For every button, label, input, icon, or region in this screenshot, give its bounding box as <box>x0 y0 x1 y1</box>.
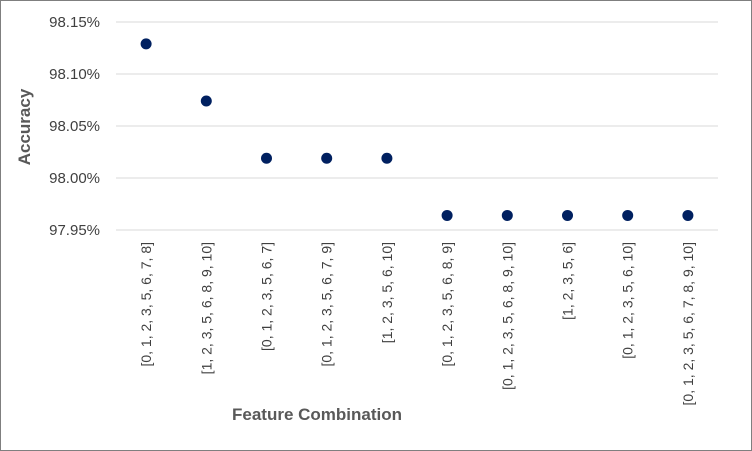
data-point <box>200 95 212 107</box>
data-points <box>140 38 694 221</box>
x-tick-label: [0, 1, 2, 3, 5, 6, 7, 9] <box>319 242 335 367</box>
data-point <box>622 209 634 221</box>
data-point <box>441 209 453 221</box>
data-point <box>682 209 694 221</box>
data-point <box>501 209 513 221</box>
y-tick-label: 98.05% <box>49 118 100 135</box>
data-point <box>321 152 333 164</box>
y-tick-label: 98.00% <box>49 170 100 187</box>
x-tick-label: [1, 2, 3, 5, 6, 8, 9, 10] <box>198 242 214 374</box>
gridlines <box>116 21 718 231</box>
y-tick-label: 98.15% <box>49 14 100 31</box>
data-point <box>562 209 573 221</box>
x-tick-label: [1, 2, 3, 5, 6] <box>560 242 576 320</box>
x-tick-label: [0, 1, 2, 3, 5, 6, 8, 9] <box>439 242 455 367</box>
x-tick-label: [0, 1, 2, 3, 5, 6, 7] <box>259 242 275 351</box>
x-axis-ticks: [0, 1, 2, 3, 5, 6, 7, 8] [1, 2, 3, 5, 6, … <box>138 242 696 405</box>
y-tick-label: 97.95% <box>49 222 100 239</box>
x-tick-label: [0, 1, 2, 3, 5, 6, 8, 9, 10] <box>499 242 515 390</box>
x-tick-label: [0, 1, 2, 3, 5, 6, 7, 8, 9, 10] <box>680 242 696 405</box>
y-tick-label: 98.10% <box>49 66 100 83</box>
y-axis-title: Accuracy <box>15 88 34 165</box>
x-tick-label: [0, 1, 2, 3, 5, 6, 10] <box>620 242 636 359</box>
data-point <box>381 152 393 164</box>
x-axis-title: Feature Combination <box>232 405 402 424</box>
x-tick-label: [0, 1, 2, 3, 5, 6, 7, 8] <box>138 242 154 367</box>
y-axis-ticks: 97.95% 98.00% 98.05% 98.10% 98.15% <box>49 14 100 239</box>
data-point <box>261 152 272 164</box>
data-point <box>140 38 152 50</box>
x-tick-label: [1, 2, 3, 5, 6, 10] <box>379 242 395 343</box>
